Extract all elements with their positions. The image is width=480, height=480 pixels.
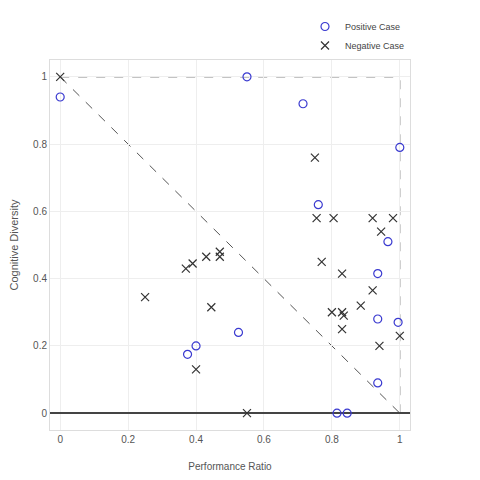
svg-text:Negative Case: Negative Case — [345, 41, 404, 51]
svg-text:0.2: 0.2 — [121, 434, 135, 445]
svg-text:0.6: 0.6 — [33, 206, 47, 217]
svg-text:0: 0 — [57, 434, 63, 445]
svg-text:1: 1 — [397, 434, 403, 445]
svg-text:0.4: 0.4 — [33, 273, 47, 284]
svg-text:0.8: 0.8 — [325, 434, 339, 445]
svg-text:Cognitive Diversity: Cognitive Diversity — [8, 199, 20, 291]
svg-text:1: 1 — [41, 71, 47, 82]
svg-text:0: 0 — [41, 408, 47, 419]
svg-text:0.4: 0.4 — [189, 434, 203, 445]
svg-text:0.6: 0.6 — [257, 434, 271, 445]
svg-text:0.2: 0.2 — [33, 340, 47, 351]
svg-text:0.8: 0.8 — [33, 139, 47, 150]
svg-text:Performance Ratio: Performance Ratio — [188, 461, 272, 472]
svg-text:Positive Case: Positive Case — [345, 22, 400, 32]
